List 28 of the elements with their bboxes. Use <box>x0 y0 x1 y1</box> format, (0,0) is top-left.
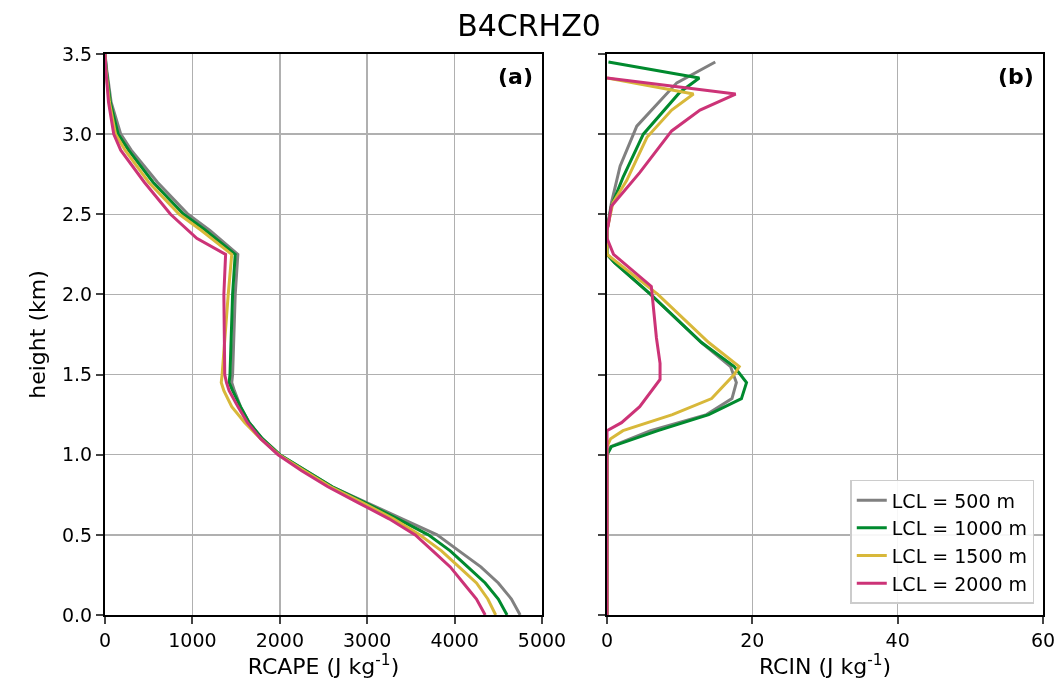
x-tick-label: 1000 <box>168 628 217 651</box>
chart-title: B4CRHZ0 <box>456 8 602 43</box>
x-tick-label: 2000 <box>255 628 304 651</box>
x-tick-label: 0 <box>98 628 112 651</box>
x-tick-label: 20 <box>740 628 765 651</box>
y-tick-label: 2.0 <box>61 283 93 306</box>
y-tick-label: 3.0 <box>61 122 93 145</box>
x-tick-label: 60 <box>1030 628 1056 651</box>
y-tick-label: 1.5 <box>61 363 93 386</box>
annotation: (b) <box>998 64 1034 89</box>
annotation: (a) <box>498 64 533 89</box>
legend-label: LCL = 2000 m <box>891 572 1028 595</box>
x-axis-title: RCAPE (J kg$^{-1}$) <box>247 650 400 680</box>
y-tick-label: 3.5 <box>61 42 93 65</box>
y-tick-label: 1.0 <box>61 443 93 466</box>
x-tick-label: 40 <box>885 628 910 651</box>
x-tick-label: 0 <box>600 628 614 651</box>
y-tick-label: 0.5 <box>61 523 93 546</box>
x-tick-label: 5000 <box>517 628 567 651</box>
legend-label: LCL = 1000 m <box>891 517 1028 540</box>
y-tick-label: 2.5 <box>61 202 93 225</box>
y-tick-label: 0.0 <box>61 603 93 626</box>
x-axis-title: RCIN (J kg$^{-1}$) <box>758 650 892 680</box>
x-tick-label: 3000 <box>343 628 392 651</box>
x-tick-label: 4000 <box>430 628 479 651</box>
y-axis-title: height (km) <box>25 270 51 399</box>
legend-label: LCL = 1500 m <box>891 544 1028 567</box>
legend-label: LCL = 500 m <box>891 489 1016 512</box>
